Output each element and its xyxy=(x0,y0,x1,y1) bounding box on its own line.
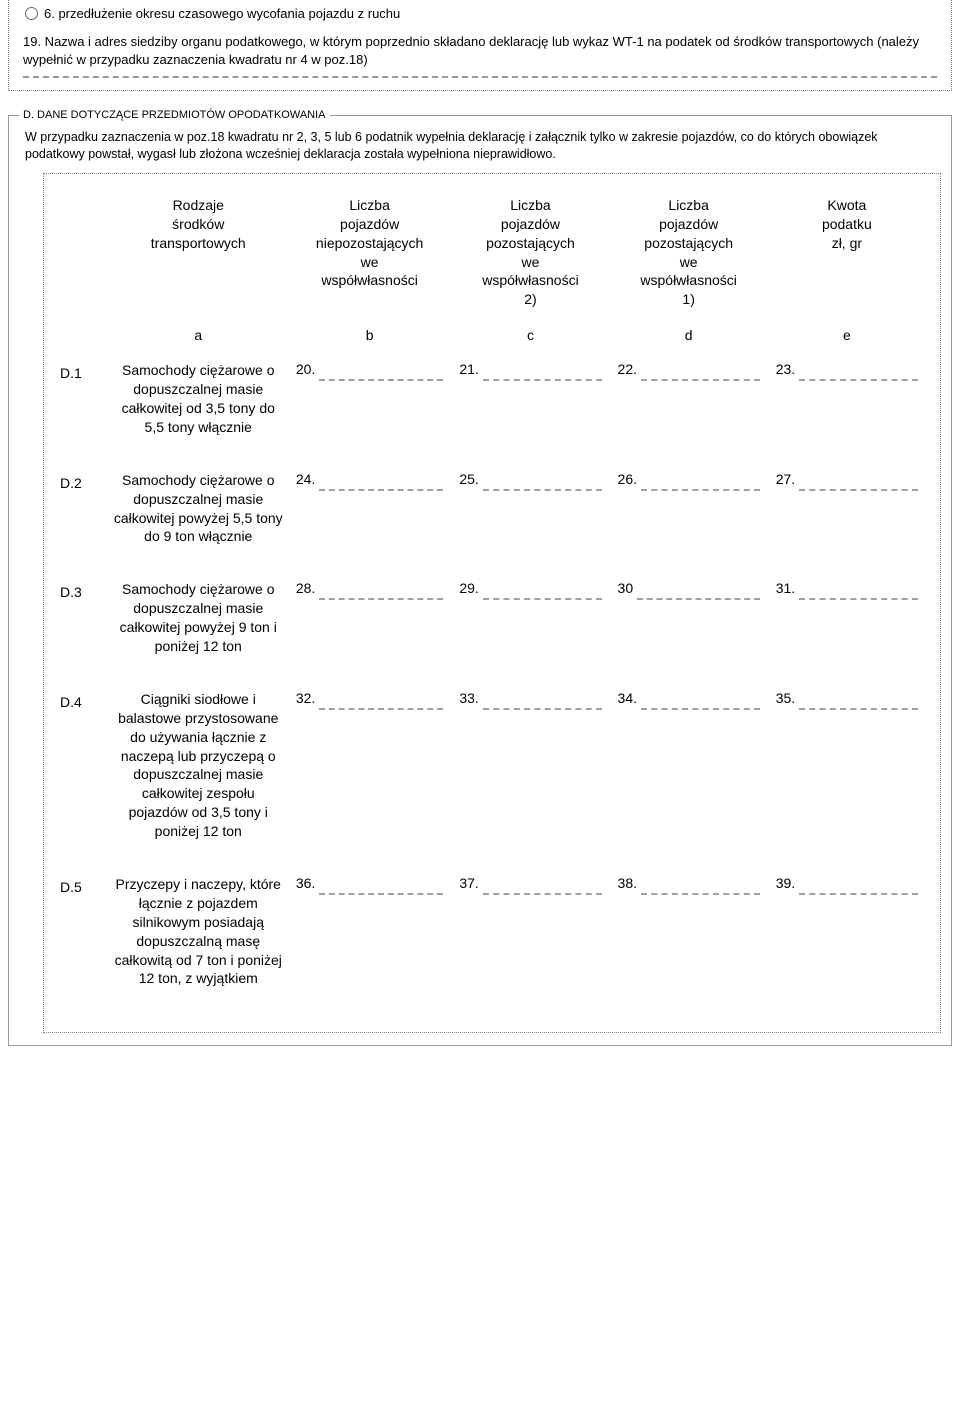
row-cell-e: 35. xyxy=(768,690,926,875)
cell-input-line[interactable] xyxy=(483,471,602,491)
cell-input-line[interactable] xyxy=(319,580,443,600)
cell-number-label: 26. xyxy=(618,471,637,487)
row-cell-d: 22. xyxy=(610,361,768,471)
section-d-legend: D. DANE DOTYCZĄCE PRZEDMIOTÓW OPODATKOWA… xyxy=(19,109,330,121)
cell-input-line[interactable] xyxy=(319,690,443,710)
cell-number-label: 22. xyxy=(618,361,637,377)
row-cell-e: 27. xyxy=(768,471,926,581)
table-row: D.2Samochody ciężarowe o dopuszczalnej m… xyxy=(58,471,926,581)
cell-input-line[interactable] xyxy=(637,580,760,600)
cell-number-label: 30 xyxy=(618,580,634,596)
table-row: D.1Samochody ciężarowe o dopuszczalnej m… xyxy=(58,361,926,471)
row-cell-d: 26. xyxy=(610,471,768,581)
cell-number-label: 34. xyxy=(618,690,637,706)
cell-number-label: 33. xyxy=(459,690,478,706)
row-cell-e: 39. xyxy=(768,875,926,1022)
row-cell-b: 20. xyxy=(288,361,451,471)
cell-number-label: 36. xyxy=(296,875,315,891)
cell-input-line[interactable] xyxy=(641,361,760,381)
cell-input-line[interactable] xyxy=(799,690,918,710)
col-header-d: Liczba pojazdów pozostających we współwł… xyxy=(610,192,768,323)
row-cell-b: 32. xyxy=(288,690,451,875)
col-letter-d: d xyxy=(610,323,768,361)
table-letter-row: a b c d e xyxy=(58,323,926,361)
row-cell-b: 24. xyxy=(288,471,451,581)
cell-number-label: 25. xyxy=(459,471,478,487)
cell-number-label: 27. xyxy=(776,471,795,487)
cell-number-label: 32. xyxy=(296,690,315,706)
row-cell-d: 30 xyxy=(610,580,768,690)
cell-input-line[interactable] xyxy=(483,875,602,895)
col-header-b: Liczba pojazdów niepozostających we wspó… xyxy=(288,192,451,323)
field-19-label: 19. Nazwa i adres siedziby organu podatk… xyxy=(19,31,941,72)
cell-number-label: 23. xyxy=(776,361,795,377)
row-cell-b: 36. xyxy=(288,875,451,1022)
row-cell-b: 28. xyxy=(288,580,451,690)
row-cell-e: 31. xyxy=(768,580,926,690)
cell-input-line[interactable] xyxy=(799,471,918,491)
table-row: D.4Ciągniki siodłowe i balastowe przysto… xyxy=(58,690,926,875)
row-cell-c: 25. xyxy=(451,471,609,581)
cell-number-label: 21. xyxy=(459,361,478,377)
row-id: D.4 xyxy=(58,690,109,875)
cell-number-label: 20. xyxy=(296,361,315,377)
row-cell-c: 29. xyxy=(451,580,609,690)
col-header-e: Kwota podatku zł, gr xyxy=(768,192,926,323)
radio-option-6[interactable]: 6. przedłużenie okresu czasowego wycofan… xyxy=(19,4,941,31)
cell-input-line[interactable] xyxy=(319,471,443,491)
row-cell-c: 33. xyxy=(451,690,609,875)
section-d-table-box: Rodzaje środków transportowych Liczba po… xyxy=(43,173,941,1034)
table-header-row: Rodzaje środków transportowych Liczba po… xyxy=(58,192,926,323)
col-header-a: Rodzaje środków transportowych xyxy=(109,192,288,323)
row-cell-c: 21. xyxy=(451,361,609,471)
table-row: D.3Samochody ciężarowe o dopuszczalnej m… xyxy=(58,580,926,690)
cell-input-line[interactable] xyxy=(641,875,760,895)
section-d: D. DANE DOTYCZĄCE PRZEDMIOTÓW OPODATKOWA… xyxy=(8,109,952,1046)
row-description: Ciągniki siodłowe i balastowe przystosow… xyxy=(109,690,288,875)
cell-input-line[interactable] xyxy=(799,580,918,600)
row-cell-c: 37. xyxy=(451,875,609,1022)
col-header-c: Liczba pojazdów pozostających we współwł… xyxy=(451,192,609,323)
col-letter-e: e xyxy=(768,323,926,361)
section-d-note: W przypadku zaznaczenia w poz.18 kwadrat… xyxy=(19,127,941,173)
row-cell-d: 34. xyxy=(610,690,768,875)
cell-number-label: 24. xyxy=(296,471,315,487)
row-cell-d: 38. xyxy=(610,875,768,1022)
cell-number-label: 35. xyxy=(776,690,795,706)
col-letter-a: a xyxy=(109,323,288,361)
row-description: Samochody ciężarowe o dopuszczalnej masi… xyxy=(109,471,288,581)
cell-input-line[interactable] xyxy=(483,580,602,600)
cell-number-label: 29. xyxy=(459,580,478,596)
cell-number-label: 37. xyxy=(459,875,478,891)
cell-input-line[interactable] xyxy=(483,361,602,381)
cell-number-label: 39. xyxy=(776,875,795,891)
row-id: D.5 xyxy=(58,875,109,1022)
col-letter-c: c xyxy=(451,323,609,361)
cell-input-line[interactable] xyxy=(319,361,443,381)
cell-number-label: 38. xyxy=(618,875,637,891)
row-id: D.3 xyxy=(58,580,109,690)
col-letter-b: b xyxy=(288,323,451,361)
cell-input-line[interactable] xyxy=(641,690,760,710)
vehicles-table: Rodzaje środków transportowych Liczba po… xyxy=(58,192,926,1023)
cell-input-line[interactable] xyxy=(799,361,918,381)
cell-input-line[interactable] xyxy=(641,471,760,491)
row-description: Samochody ciężarowe o dopuszczalnej masi… xyxy=(109,361,288,471)
cell-input-line[interactable] xyxy=(799,875,918,895)
cell-number-label: 31. xyxy=(776,580,795,596)
field-19-input-line[interactable] xyxy=(23,74,937,78)
cell-input-line[interactable] xyxy=(319,875,443,895)
section-c-continuation: 6. przedłużenie okresu czasowego wycofan… xyxy=(8,0,952,91)
radio-option-6-label: 6. przedłużenie okresu czasowego wycofan… xyxy=(44,6,400,21)
table-row: D.5Przyczepy i naczepy, które łącznie z … xyxy=(58,875,926,1022)
row-id: D.1 xyxy=(58,361,109,471)
row-description: Samochody ciężarowe o dopuszczalnej masi… xyxy=(109,580,288,690)
radio-icon xyxy=(25,7,38,20)
row-cell-e: 23. xyxy=(768,361,926,471)
cell-input-line[interactable] xyxy=(483,690,602,710)
cell-number-label: 28. xyxy=(296,580,315,596)
row-id: D.2 xyxy=(58,471,109,581)
row-description: Przyczepy i naczepy, które łącznie z poj… xyxy=(109,875,288,1022)
